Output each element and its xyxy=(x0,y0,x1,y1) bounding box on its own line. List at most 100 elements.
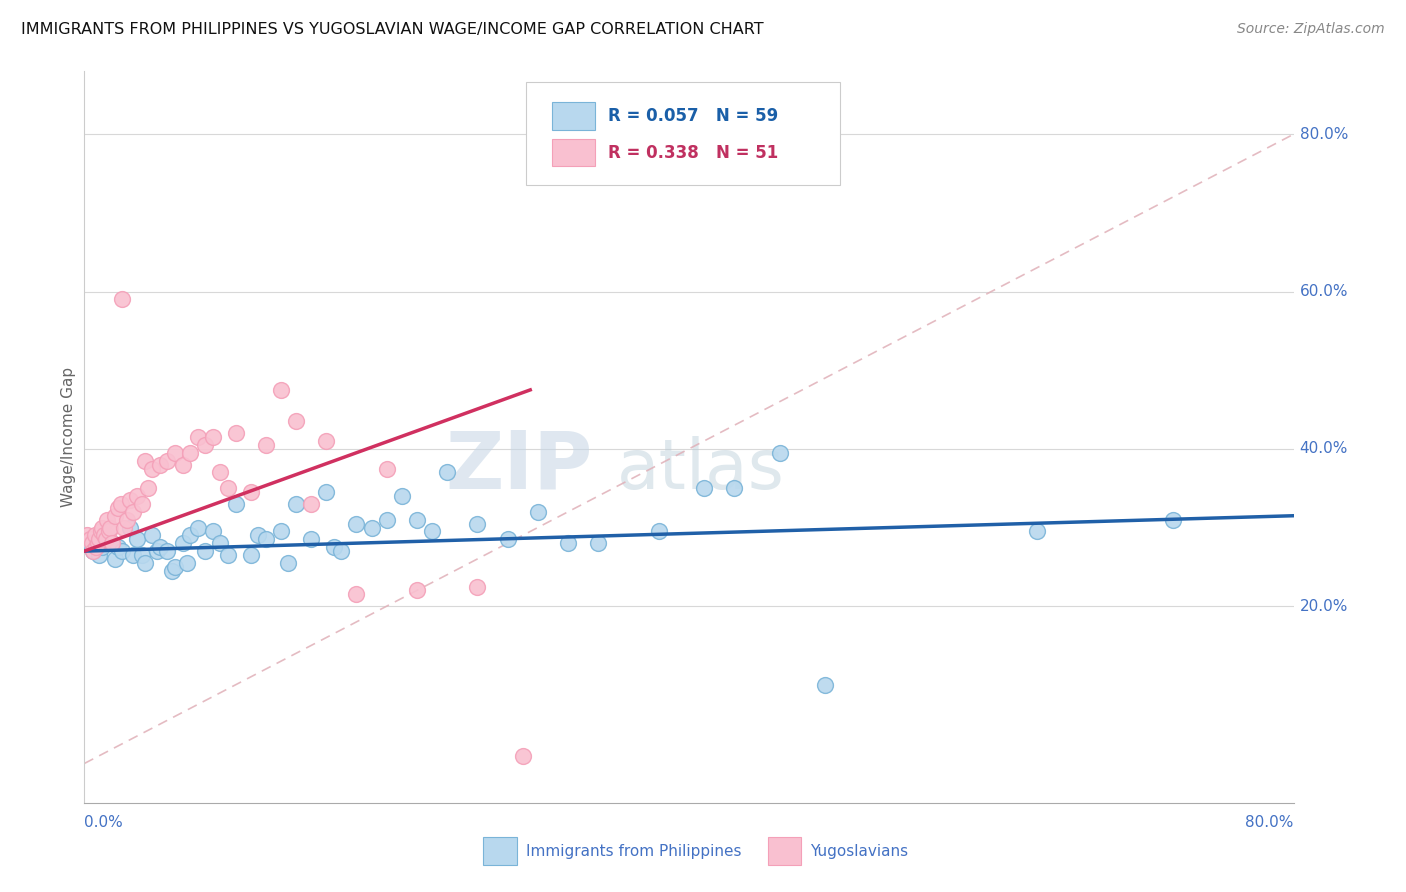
Point xyxy=(112,520,135,534)
Point xyxy=(100,536,122,550)
Point xyxy=(346,587,368,601)
Point xyxy=(496,533,519,547)
Point xyxy=(89,533,111,547)
Point xyxy=(118,493,141,508)
Point xyxy=(86,540,108,554)
Point xyxy=(141,528,163,542)
Point xyxy=(209,536,232,550)
Point xyxy=(131,497,153,511)
Point xyxy=(107,540,129,554)
Point xyxy=(91,520,114,534)
Point xyxy=(134,453,156,467)
Point xyxy=(254,438,277,452)
Point xyxy=(315,434,337,448)
Point xyxy=(375,461,398,475)
Point xyxy=(87,536,110,550)
Text: ZIP: ZIP xyxy=(444,427,592,506)
Point xyxy=(239,485,262,500)
Point xyxy=(557,536,579,550)
Text: IMMIGRANTS FROM PHILIPPINES VS YUGOSLAVIAN WAGE/INCOME GAP CORRELATION CHART: IMMIGRANTS FROM PHILIPPINES VS YUGOSLAVI… xyxy=(21,22,763,37)
Point xyxy=(225,497,247,511)
Point xyxy=(111,544,134,558)
Point xyxy=(131,548,153,562)
Point xyxy=(187,430,209,444)
Point xyxy=(217,481,239,495)
Point xyxy=(187,520,209,534)
Point xyxy=(84,528,107,542)
Point xyxy=(239,548,262,562)
Point xyxy=(217,548,239,562)
Point xyxy=(299,533,322,547)
Point xyxy=(89,548,111,562)
Point xyxy=(96,513,118,527)
Point xyxy=(104,508,127,523)
Point xyxy=(436,466,458,480)
Point xyxy=(90,524,112,539)
Point xyxy=(285,414,308,428)
Point xyxy=(121,505,143,519)
Point xyxy=(467,516,489,531)
Point xyxy=(1161,513,1184,527)
Point xyxy=(360,520,382,534)
FancyBboxPatch shape xyxy=(768,838,801,865)
Point xyxy=(96,528,118,542)
Point xyxy=(104,552,127,566)
Text: atlas: atlas xyxy=(616,436,785,503)
Point xyxy=(299,497,322,511)
Point xyxy=(149,458,172,472)
FancyBboxPatch shape xyxy=(553,102,595,130)
Point xyxy=(247,528,270,542)
Point xyxy=(420,524,443,539)
Point xyxy=(270,524,292,539)
Point xyxy=(814,678,837,692)
Text: 80.0%: 80.0% xyxy=(1299,127,1348,142)
Point xyxy=(723,481,745,495)
Point xyxy=(194,544,217,558)
Text: 20.0%: 20.0% xyxy=(1299,599,1348,614)
Point xyxy=(769,446,792,460)
Point xyxy=(330,544,353,558)
FancyBboxPatch shape xyxy=(553,138,595,167)
Point xyxy=(79,536,101,550)
Point xyxy=(91,540,114,554)
Point xyxy=(94,533,117,547)
Point xyxy=(172,458,194,472)
Point xyxy=(225,426,247,441)
Point xyxy=(512,748,534,763)
FancyBboxPatch shape xyxy=(526,82,841,185)
Y-axis label: Wage/Income Gap: Wage/Income Gap xyxy=(60,367,76,508)
Point xyxy=(86,533,108,547)
Point xyxy=(118,520,141,534)
Point xyxy=(100,536,122,550)
Point xyxy=(176,556,198,570)
Point xyxy=(141,461,163,475)
Point xyxy=(165,559,187,574)
Point xyxy=(160,564,183,578)
Text: 0.0%: 0.0% xyxy=(84,814,124,830)
Point xyxy=(149,540,172,554)
Text: 60.0%: 60.0% xyxy=(1299,284,1348,299)
Point xyxy=(406,583,429,598)
Point xyxy=(588,536,610,550)
Point xyxy=(134,556,156,570)
Point xyxy=(110,497,132,511)
Point xyxy=(156,453,179,467)
Point xyxy=(315,485,337,500)
Point xyxy=(136,481,159,495)
FancyBboxPatch shape xyxy=(484,838,517,865)
Point xyxy=(406,513,429,527)
Point xyxy=(97,524,120,539)
Point xyxy=(98,520,121,534)
Point xyxy=(82,544,104,558)
Point xyxy=(1025,524,1047,539)
Point xyxy=(93,528,115,542)
Point xyxy=(165,446,187,460)
Point xyxy=(527,505,550,519)
Point xyxy=(693,481,716,495)
Point xyxy=(346,516,368,531)
Point xyxy=(79,533,101,547)
Point xyxy=(127,489,149,503)
Point xyxy=(194,438,217,452)
Text: 40.0%: 40.0% xyxy=(1299,442,1348,457)
Point xyxy=(277,556,299,570)
